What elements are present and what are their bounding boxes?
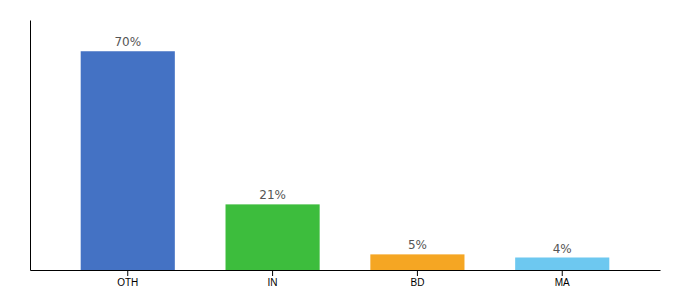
chart: OTH IN BD MA 70% 21% 5% 4%: [0, 0, 680, 300]
data-labels: 70% 21% 5% 4%: [114, 35, 571, 255]
bar: [81, 51, 175, 270]
x-tick-mark: [417, 270, 418, 276]
x-tick-label: BD: [410, 277, 424, 288]
data-label: 4%: [553, 242, 572, 256]
y-axis: [30, 21, 31, 271]
x-tick: BD: [410, 270, 424, 288]
y-axis-line: [30, 21, 31, 271]
x-axis-line: [31, 270, 661, 271]
x-tick-mark: [272, 270, 273, 276]
x-tick-label: IN: [268, 277, 278, 288]
data-label: 70%: [114, 35, 141, 49]
x-tick-mark: [562, 270, 563, 276]
x-tick: MA: [555, 270, 570, 288]
plot: OTH IN BD MA 70% 21% 5% 4%: [31, 21, 661, 289]
data-label: 21%: [259, 188, 286, 202]
bars: [81, 51, 610, 270]
x-tick-mark: [127, 270, 128, 276]
x-axis: OTH IN BD MA: [31, 270, 661, 288]
x-tick-label: MA: [555, 277, 570, 288]
bar: [226, 204, 320, 270]
x-tick: IN: [268, 270, 278, 288]
bar: [370, 254, 464, 270]
x-tick: OTH: [117, 270, 138, 288]
x-tick-label: OTH: [117, 277, 138, 288]
data-label: 5%: [408, 238, 427, 252]
bar: [515, 258, 609, 271]
